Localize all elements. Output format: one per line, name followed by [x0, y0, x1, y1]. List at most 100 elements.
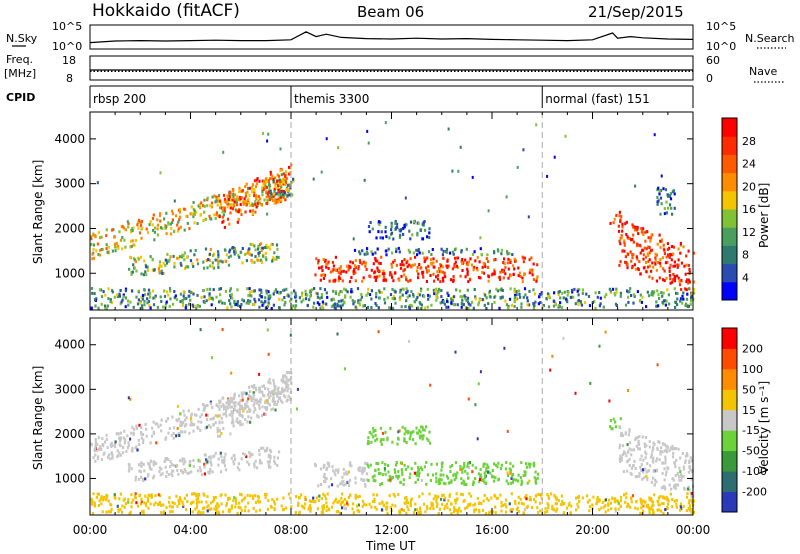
scatter-cell: [659, 264, 662, 268]
scatter-cell: [514, 501, 517, 505]
scatter-cell: [342, 483, 345, 487]
scatter-cell: [510, 507, 513, 511]
scatter-cell: [219, 206, 222, 210]
scatter-cell: [428, 231, 431, 235]
scatter-cell: [154, 422, 157, 426]
scatter-cell: [323, 494, 327, 498]
scatter-cell: [181, 459, 184, 463]
scatter-cell: [652, 456, 655, 460]
scatter-cell: [252, 391, 255, 395]
scatter-cell: [95, 249, 98, 253]
scatter-cell: [352, 511, 355, 515]
scatter-cell: [608, 498, 611, 502]
scatter-cell: [649, 464, 652, 468]
scatter-cell: [469, 257, 472, 261]
scatter-cell: [325, 477, 328, 481]
scatter-cell: [468, 492, 471, 496]
scatter-cell: [662, 243, 665, 247]
noise-left-tick-top: 10^5: [52, 20, 82, 33]
scatter-cell: [162, 261, 165, 265]
scatter-cell: [640, 300, 643, 304]
colorbar-swatch: [722, 190, 737, 210]
scatter-cell: [119, 289, 122, 292]
scatter-cell: [361, 504, 364, 508]
scatter-cell: [651, 458, 654, 462]
noise-right-tick-top: 10^5: [706, 20, 736, 33]
scatter-cell: [257, 254, 261, 258]
scatter-cell: [652, 291, 655, 295]
scatter-cell: [137, 477, 141, 481]
scatter-cell: [230, 405, 234, 409]
scatter-cell: [139, 224, 143, 228]
scatter-cell: [686, 495, 689, 499]
scatter-cell: [676, 483, 680, 487]
scatter-cell: [171, 221, 174, 224]
scatter-cell: [618, 457, 621, 461]
scatter-cell: [185, 304, 188, 308]
scatter-cell: [228, 248, 232, 252]
scatter-cell: [654, 262, 657, 266]
scatter-cell: [379, 236, 382, 240]
scatter-cell: [621, 444, 625, 448]
scatter-cell: [134, 478, 137, 482]
scatter-cell: [685, 254, 688, 258]
scatter-cell: [439, 473, 442, 477]
scatter-cell: [265, 177, 268, 181]
scatter-cell: [128, 463, 131, 467]
colorbar-swatch: [722, 471, 737, 492]
scatter-cell: [168, 287, 172, 290]
scatter-cell: [274, 182, 277, 186]
scatter-cell: [370, 306, 373, 310]
scatter-cell: [306, 304, 309, 308]
scatter-cell: [411, 233, 414, 237]
scatter-cell: [614, 509, 617, 513]
scatter-cell: [146, 268, 150, 272]
scatter-cell: [165, 470, 168, 474]
scatter-cell: [281, 387, 284, 391]
scatter-cell: [379, 483, 382, 487]
scatter-cell: [419, 430, 422, 434]
scatter-cell: [641, 435, 644, 439]
scatter-cell: [96, 242, 99, 246]
scatter-cell: [100, 295, 104, 299]
scatter-cell: [258, 403, 261, 407]
scatter-cell: [469, 503, 472, 507]
scatter-cell: [304, 502, 307, 506]
scatter-cell: [134, 239, 137, 242]
scatter-cell: [672, 189, 675, 193]
scatter-cell: [411, 304, 414, 308]
scatter-cell: [406, 259, 409, 263]
scatter-cell: [96, 443, 99, 447]
scatter-cell: [352, 302, 355, 306]
scatter-cell: [253, 398, 257, 402]
scatter-cell: [285, 188, 288, 192]
scatter-cell: [334, 290, 338, 294]
scatter-cell: [123, 429, 126, 433]
scatter-cell: [107, 245, 110, 249]
scatter-cell: [619, 505, 622, 508]
scatter-cell: [461, 269, 464, 272]
scatter-cell: [322, 258, 325, 261]
scatter-cell: [652, 293, 655, 297]
scatter-cell: [202, 260, 205, 264]
scatter-cell: [435, 294, 438, 298]
scatter-cell: [455, 476, 458, 480]
scatter-cell: [151, 257, 154, 261]
colorbar-swatch: [722, 450, 737, 472]
scatter-cell: [576, 289, 579, 293]
scatter-cell: [273, 502, 277, 506]
scatter-cell: [528, 465, 531, 469]
scatter-cell: [264, 251, 267, 255]
scatter-cell: [203, 301, 206, 304]
scatter-cell: [152, 268, 156, 272]
scatter-cell: [673, 461, 676, 465]
scatter-cell: [368, 431, 371, 434]
scatter-cell: [304, 498, 307, 501]
scatter-cell: [648, 498, 651, 502]
scatter-cell: [386, 505, 389, 509]
scatter-cell: [417, 306, 420, 310]
scatter-cell: [214, 258, 217, 262]
scatter-cell: [445, 305, 448, 309]
scatter-cell: [128, 267, 131, 271]
scatter-cell: [317, 261, 320, 265]
